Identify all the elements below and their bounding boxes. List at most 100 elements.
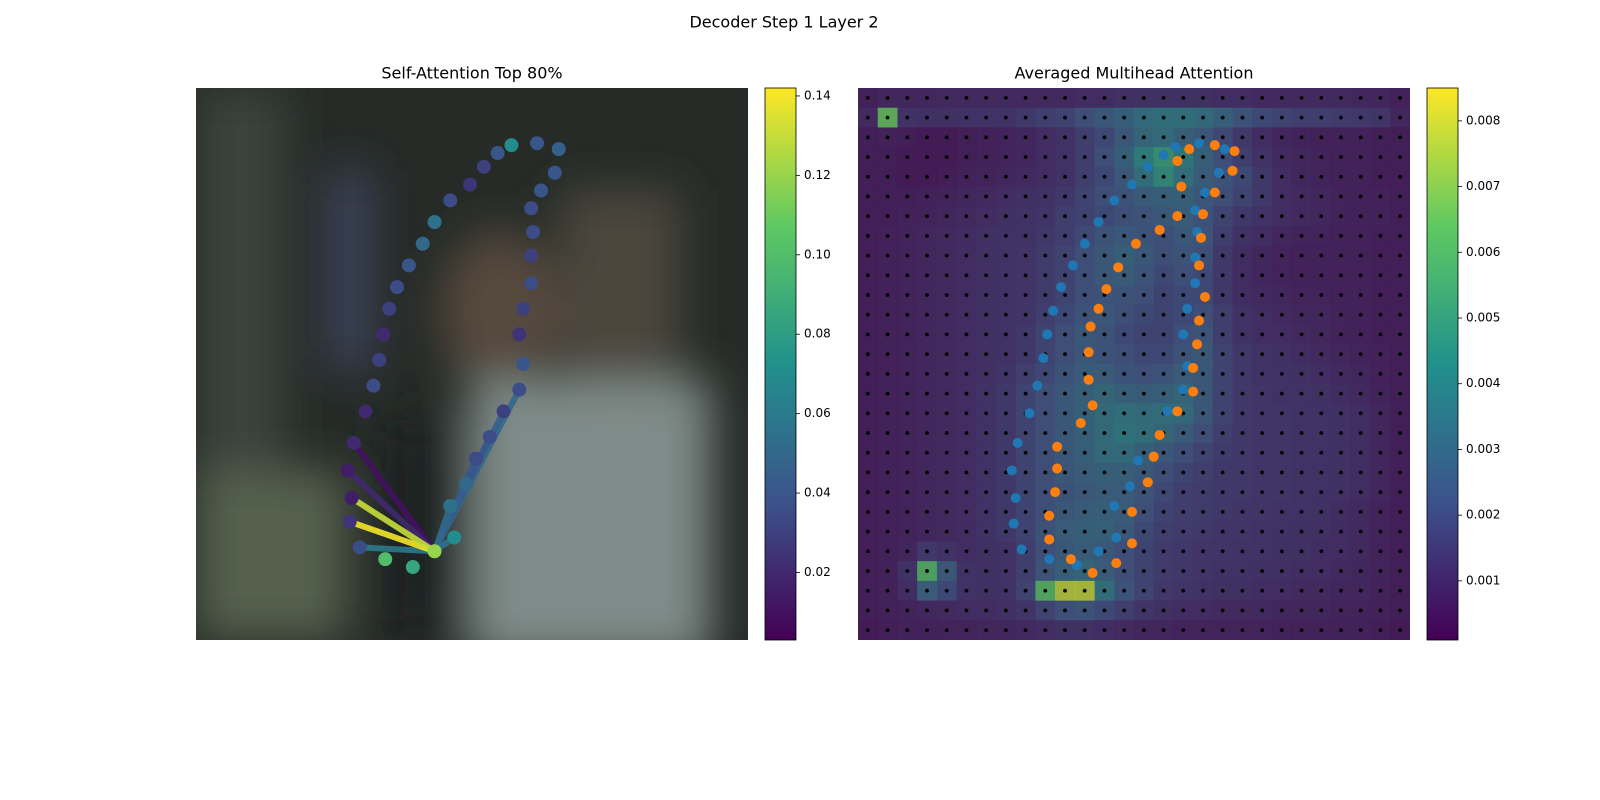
point xyxy=(1190,252,1201,263)
point xyxy=(1067,260,1078,271)
point xyxy=(1190,205,1201,216)
point xyxy=(1178,384,1189,395)
point xyxy=(1196,232,1207,243)
point xyxy=(1194,260,1205,271)
attention-link xyxy=(350,495,437,554)
point xyxy=(1178,329,1189,340)
colorbar-tick-label: 0.06 xyxy=(804,406,831,420)
attention-link xyxy=(345,468,437,554)
point xyxy=(1127,538,1138,549)
point xyxy=(1044,534,1055,545)
point xyxy=(463,177,478,192)
point xyxy=(1079,238,1090,249)
point xyxy=(1182,303,1193,314)
point xyxy=(1154,429,1165,440)
point xyxy=(1006,465,1017,476)
point xyxy=(459,477,474,492)
figure-title: Decoder Step 1 Layer 2 xyxy=(689,13,878,32)
panel-title: Averaged Multihead Attention xyxy=(1015,64,1254,83)
attention-link xyxy=(431,504,454,553)
colorbar-tick-label: 0.08 xyxy=(804,327,831,341)
point xyxy=(443,498,458,513)
point xyxy=(1127,179,1138,190)
point xyxy=(1032,380,1043,391)
point xyxy=(366,378,381,393)
point xyxy=(524,201,539,216)
attention-link xyxy=(351,441,437,554)
point xyxy=(358,404,373,419)
colorbar xyxy=(1426,87,1459,641)
point xyxy=(1198,209,1208,220)
point xyxy=(1148,451,1159,462)
point xyxy=(1052,463,1063,474)
point xyxy=(352,540,367,555)
point xyxy=(1130,238,1141,249)
colorbar-tick-label: 0.02 xyxy=(804,565,831,579)
point xyxy=(376,327,391,342)
point xyxy=(1111,558,1122,569)
point xyxy=(1085,321,1096,332)
point xyxy=(530,136,545,151)
point xyxy=(524,248,539,263)
point xyxy=(382,301,397,316)
point xyxy=(1132,455,1143,466)
colorbar-tick-label: 0.007 xyxy=(1466,179,1500,193)
point xyxy=(1172,211,1183,222)
point xyxy=(346,435,361,450)
point xyxy=(1012,437,1023,448)
colorbar-tick-label: 0.002 xyxy=(1466,508,1500,522)
point xyxy=(1052,441,1063,452)
point xyxy=(372,353,387,368)
point xyxy=(405,560,420,575)
point xyxy=(512,382,527,397)
point xyxy=(427,215,442,230)
point xyxy=(1209,187,1220,198)
colorbar-tick-label: 0.004 xyxy=(1466,376,1500,390)
point xyxy=(427,544,442,559)
point xyxy=(1170,142,1181,153)
point xyxy=(1042,329,1053,340)
point xyxy=(516,301,531,316)
point xyxy=(512,327,527,342)
colorbar-tick-label: 0.008 xyxy=(1466,113,1500,127)
point xyxy=(1192,339,1203,350)
point xyxy=(1227,165,1238,176)
colorbar-tick-label: 0.005 xyxy=(1466,311,1500,325)
point xyxy=(1188,362,1199,373)
point xyxy=(1176,181,1187,192)
point xyxy=(1093,303,1104,314)
point xyxy=(1142,161,1153,172)
point xyxy=(401,258,416,273)
point xyxy=(551,142,566,157)
point xyxy=(524,276,539,291)
point xyxy=(1109,500,1120,511)
point xyxy=(1209,140,1220,151)
point xyxy=(547,165,562,180)
point xyxy=(482,429,497,444)
point xyxy=(1158,150,1169,161)
colorbar-tick-label: 0.003 xyxy=(1466,442,1500,456)
point xyxy=(344,491,359,506)
point xyxy=(1056,282,1067,293)
point xyxy=(490,146,505,161)
point xyxy=(1038,353,1049,364)
point xyxy=(1010,493,1021,504)
point xyxy=(1142,477,1153,488)
point xyxy=(1016,544,1027,555)
point xyxy=(1113,262,1124,273)
point xyxy=(1154,224,1165,235)
colorbar-tick-label: 0.10 xyxy=(804,247,831,261)
point xyxy=(468,451,483,466)
point xyxy=(1044,554,1055,565)
point xyxy=(342,514,357,529)
point xyxy=(1109,195,1120,206)
colorbar-tick-label: 0.14 xyxy=(804,88,831,102)
attention-link xyxy=(359,544,435,555)
point xyxy=(1087,567,1098,578)
point xyxy=(1194,138,1205,149)
point xyxy=(1065,554,1076,565)
point xyxy=(390,280,405,295)
point xyxy=(1093,546,1104,557)
point xyxy=(534,183,548,198)
